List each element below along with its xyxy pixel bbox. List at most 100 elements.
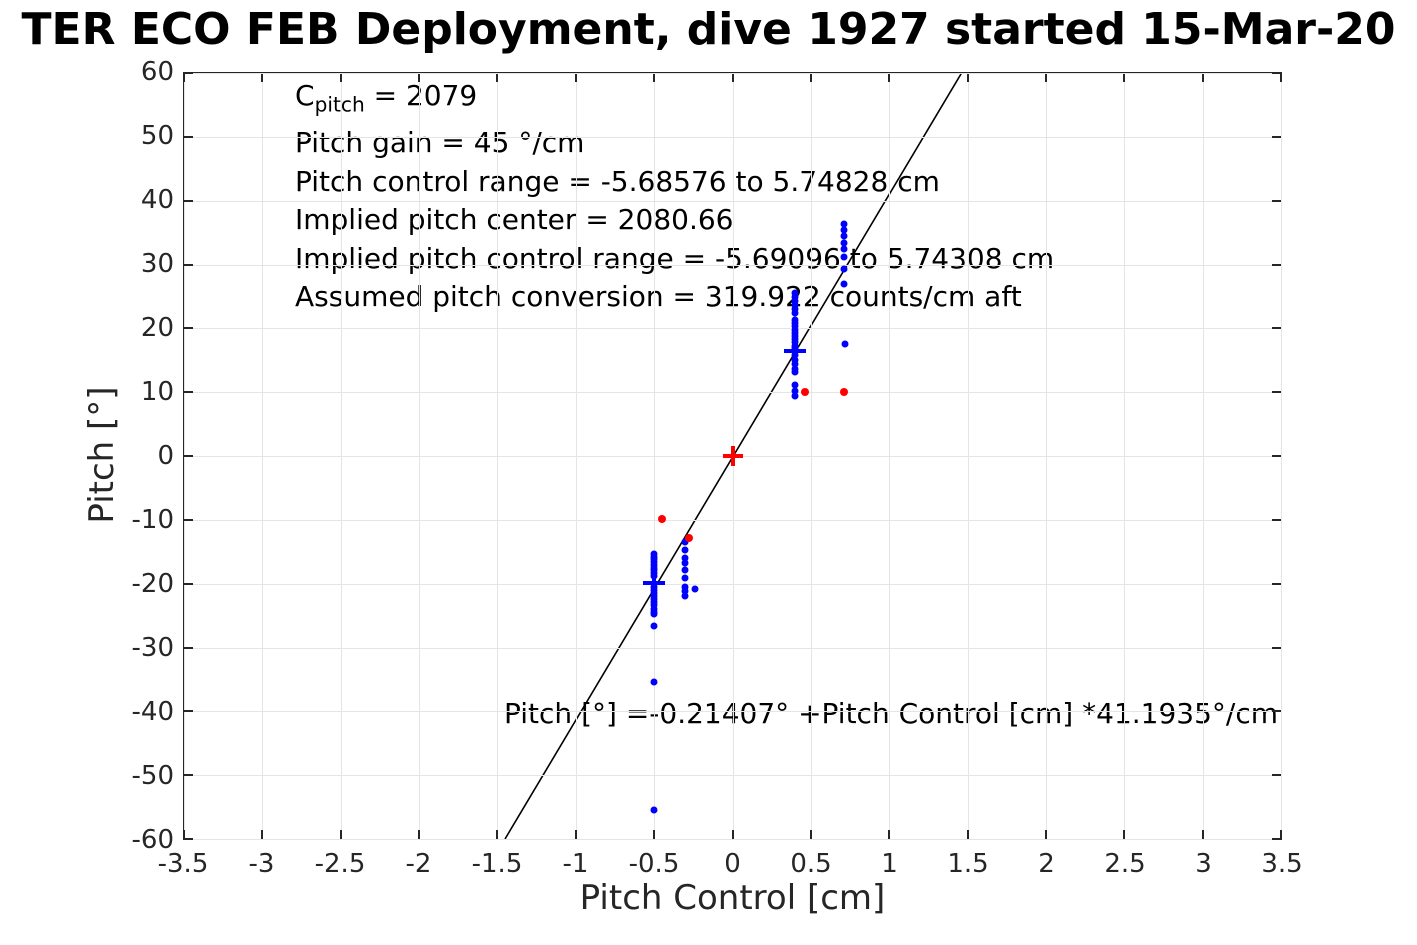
y-tick-mark bbox=[184, 327, 193, 330]
data-point-pitch-samples bbox=[840, 232, 848, 240]
calibration-info-box: Cpitch = 2079 Pitch gain = 45 °/cm Pitch… bbox=[295, 77, 1054, 317]
y-tick-mark bbox=[1272, 263, 1281, 266]
x-tick-label: -0.5 bbox=[628, 849, 680, 879]
cluster-mean-markers-plus bbox=[643, 572, 666, 595]
y-tick-mark bbox=[184, 838, 193, 840]
title-clip: TER ECO FEB Deployment, dive 1927 starte… bbox=[0, 0, 1417, 66]
x-axis-label: Pitch Control [cm] bbox=[579, 878, 886, 918]
x-tick-mark bbox=[966, 830, 969, 839]
data-point-pitch-samples bbox=[681, 574, 689, 582]
y-tick-mark bbox=[184, 263, 193, 266]
y-tick-mark bbox=[184, 391, 193, 394]
data-point-pitch-samples bbox=[791, 305, 799, 313]
y-tick-label: -30 bbox=[131, 633, 174, 663]
info-line: Implied pitch control range = -5.69096 t… bbox=[295, 241, 1055, 275]
data-point-flagged-samples bbox=[684, 534, 693, 543]
y-tick-mark bbox=[184, 710, 193, 713]
x-tick-label: 0 bbox=[724, 849, 741, 879]
y-axis-label: Pitch [°] bbox=[82, 386, 122, 524]
data-point-pitch-samples bbox=[791, 365, 799, 373]
x-tick-mark bbox=[418, 830, 421, 839]
y-gridline bbox=[184, 839, 1281, 840]
x-tick-mark bbox=[731, 830, 734, 839]
y-tick-label: -10 bbox=[131, 505, 174, 535]
x-tick-mark bbox=[183, 73, 185, 82]
y-tick-label: 30 bbox=[140, 249, 174, 279]
x-tick-mark bbox=[809, 73, 812, 82]
x-tick-label: 3.5 bbox=[1261, 849, 1303, 879]
data-point-pitch-samples bbox=[791, 293, 799, 301]
plot-area: Cpitch = 2079 Pitch gain = 45 °/cm Pitch… bbox=[183, 72, 1282, 840]
x-tick-mark bbox=[1044, 73, 1047, 82]
y-tick-mark bbox=[184, 199, 193, 202]
data-point-pitch-samples bbox=[681, 538, 689, 546]
x-tick-label: 2.5 bbox=[1104, 849, 1146, 879]
y-tick-label: 10 bbox=[140, 377, 174, 407]
data-point-pitch-samples bbox=[840, 245, 848, 253]
data-point-pitch-samples bbox=[840, 280, 848, 288]
x-tick-mark bbox=[731, 73, 734, 82]
x-tick-mark bbox=[888, 73, 891, 82]
info-line-cpitch: Cpitch = 2079 bbox=[295, 79, 478, 117]
data-point-pitch-samples bbox=[840, 253, 848, 261]
data-point-pitch-samples bbox=[791, 289, 799, 297]
y-tick-mark bbox=[184, 646, 193, 649]
data-point-pitch-samples bbox=[791, 309, 799, 317]
x-tick-mark bbox=[339, 830, 342, 839]
data-point-pitch-samples bbox=[681, 592, 689, 600]
x-tick-label: 3 bbox=[1195, 849, 1212, 879]
info-line: Pitch gain = 45 °/cm bbox=[295, 126, 585, 160]
x-tick-label: 2 bbox=[1038, 849, 1055, 879]
implied-center-marker-plus bbox=[722, 446, 743, 466]
y-gridline bbox=[184, 136, 1281, 138]
data-point-pitch-samples bbox=[691, 585, 699, 593]
y-tick-mark bbox=[1272, 518, 1281, 521]
y-tick-labels: -60 -50 -40 -30 -20 -10 0 10 20 30 40 50 60 bbox=[0, 57, 174, 855]
data-point-pitch-samples bbox=[650, 622, 658, 630]
info-line: Assumed pitch conversion = 319.922 count… bbox=[295, 280, 1022, 314]
y-gridline bbox=[184, 264, 1281, 266]
y-tick-label: 0 bbox=[157, 441, 174, 471]
data-point-pitch-samples bbox=[841, 340, 849, 348]
data-point-pitch-samples bbox=[840, 220, 848, 228]
y-gridline bbox=[184, 73, 1281, 74]
data-point-pitch-samples bbox=[791, 392, 799, 400]
x-tick-mark bbox=[496, 73, 499, 82]
y-tick-mark bbox=[184, 72, 193, 74]
x-tick-mark bbox=[653, 73, 656, 82]
x-tick-mark bbox=[261, 830, 264, 839]
y-tick-mark bbox=[1272, 135, 1281, 138]
y-tick-mark bbox=[1272, 327, 1281, 330]
data-point-pitch-samples bbox=[840, 226, 848, 234]
data-point-pitch-samples bbox=[650, 610, 658, 618]
y-gridline bbox=[184, 647, 1281, 649]
y-gridline bbox=[184, 583, 1281, 585]
x-tick-mark bbox=[1123, 830, 1126, 839]
x-tick-label: 0.5 bbox=[790, 849, 832, 879]
data-point-pitch-samples bbox=[681, 587, 689, 595]
x-tick-mark bbox=[574, 830, 577, 839]
fit-equation-label: Pitch [°] =-0.21407° +Pitch Control [cm]… bbox=[504, 697, 1279, 730]
y-gridline bbox=[184, 328, 1281, 330]
data-point-pitch-samples bbox=[681, 566, 689, 574]
y-tick-mark bbox=[1272, 582, 1281, 585]
x-tick-mark bbox=[809, 830, 812, 839]
x-tick-mark bbox=[418, 73, 421, 82]
info-line: Implied pitch center = 2080.66 bbox=[295, 203, 734, 237]
data-point-pitch-samples bbox=[650, 806, 658, 814]
x-tick-mark bbox=[1123, 73, 1126, 82]
y-tick-label: 50 bbox=[140, 121, 174, 151]
x-tick-label: -1.5 bbox=[471, 849, 523, 879]
y-tick-label: 20 bbox=[140, 313, 174, 343]
data-point-pitch-samples bbox=[791, 360, 799, 368]
x-tick-mark bbox=[339, 73, 342, 82]
y-tick-label: 60 bbox=[140, 57, 174, 87]
data-point-pitch-samples bbox=[650, 678, 658, 686]
y-tick-label: -60 bbox=[131, 825, 174, 855]
data-point-pitch-samples bbox=[840, 265, 848, 273]
y-tick-label: -20 bbox=[131, 569, 174, 599]
data-point-pitch-samples bbox=[791, 381, 799, 389]
y-tick-mark bbox=[1272, 199, 1281, 202]
y-tick-label: 40 bbox=[140, 185, 174, 215]
y-tick-mark bbox=[184, 774, 193, 777]
